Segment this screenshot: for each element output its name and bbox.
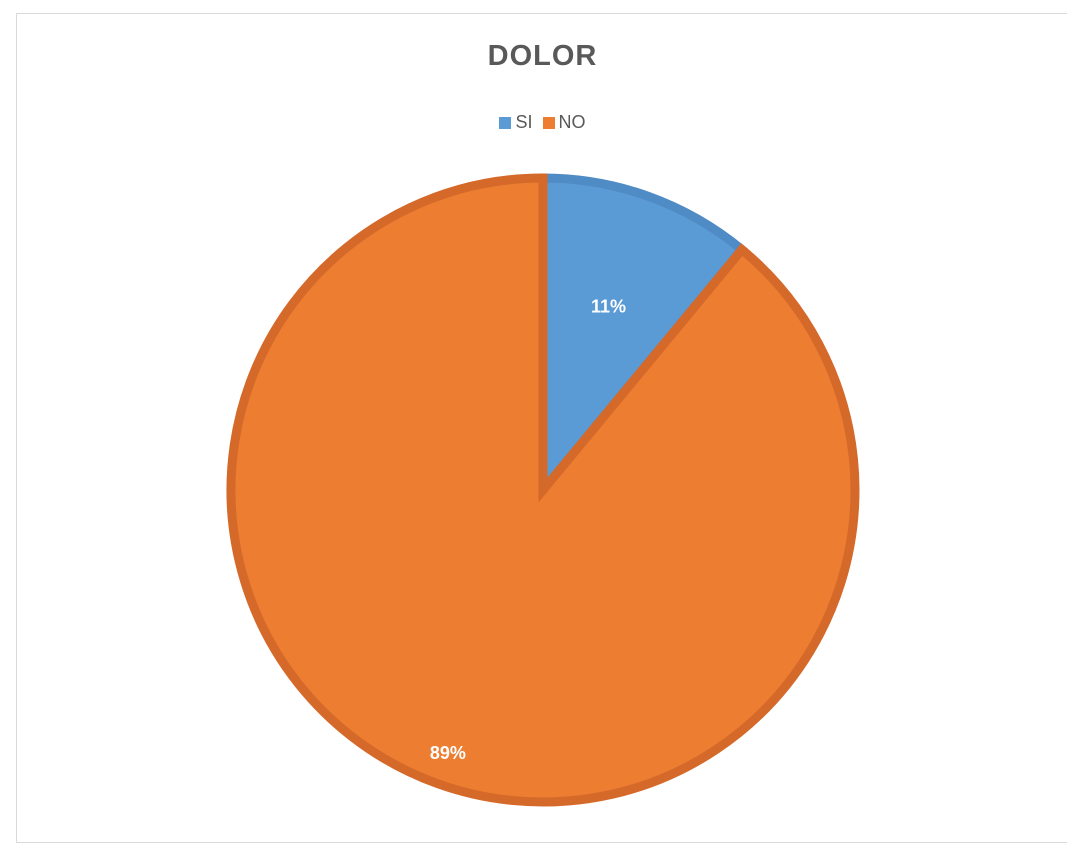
data-label-si: 11% xyxy=(591,297,626,317)
legend-item-si: SI xyxy=(499,112,533,133)
pie-slices xyxy=(226,173,860,807)
pie-labels: 11% 89% xyxy=(430,297,626,763)
legend-label-si: SI xyxy=(515,112,533,132)
pie-slice-no xyxy=(226,173,860,807)
legend-item-no: NO xyxy=(542,112,586,133)
chart-title: DOLOR xyxy=(487,40,598,72)
legend-label-no: NO xyxy=(558,112,586,132)
legend-swatch-no xyxy=(542,116,555,129)
data-label-no: 89% xyxy=(430,743,466,763)
legend: SI NO xyxy=(0,112,1067,133)
legend-swatch-si xyxy=(499,116,512,129)
pie-slice-si xyxy=(538,173,749,503)
